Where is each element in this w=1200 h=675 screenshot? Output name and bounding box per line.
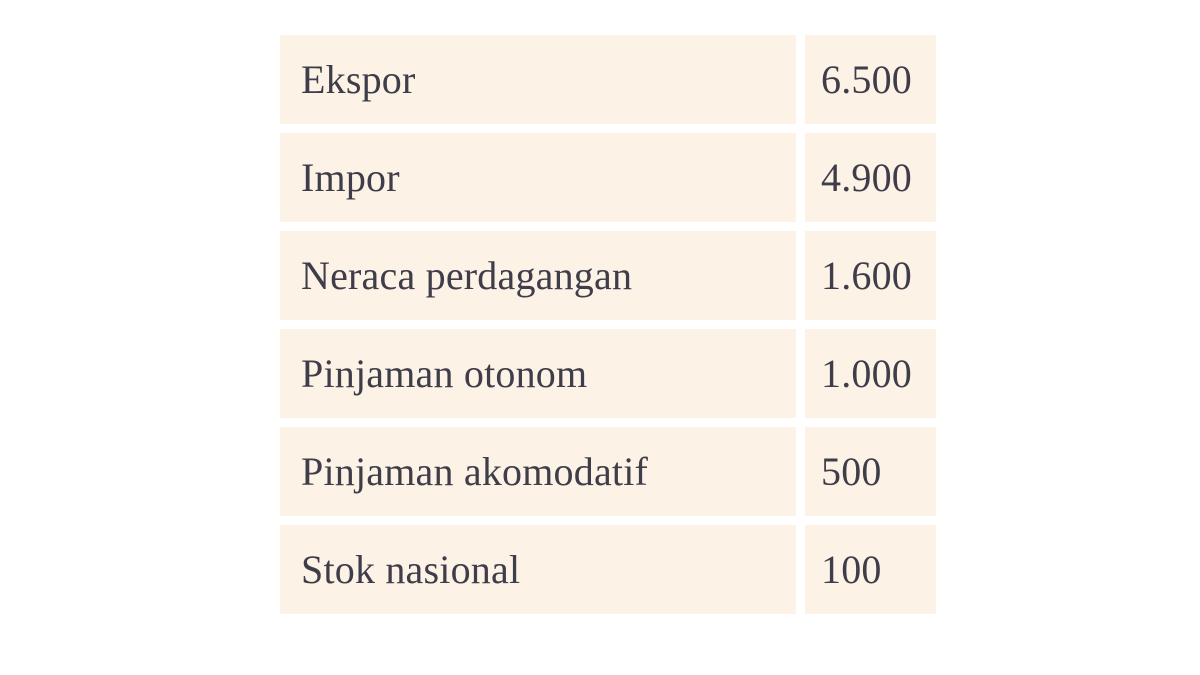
- balance-of-payments-table: Ekspor 6.500 Impor 4.900 Neraca perdagan…: [280, 35, 936, 614]
- row-label: Stok nasional: [301, 546, 521, 592]
- row-value-cell: 500: [805, 427, 936, 516]
- row-label: Impor: [301, 154, 400, 200]
- table-row: Impor 4.900: [280, 133, 936, 222]
- row-label-cell: Impor: [280, 133, 796, 222]
- table-row: Pinjaman akomodatif 500: [280, 427, 936, 516]
- row-value: 4.900: [821, 154, 912, 200]
- row-value: 1.000: [821, 350, 912, 396]
- table-row: Ekspor 6.500: [280, 35, 936, 124]
- row-value-cell: 100: [805, 525, 936, 614]
- row-label: Ekspor: [301, 56, 416, 102]
- row-label-cell: Neraca perdagangan: [280, 231, 796, 320]
- row-value: 500: [821, 448, 882, 494]
- table-row: Neraca perdagangan 1.600: [280, 231, 936, 320]
- row-label-cell: Stok nasional: [280, 525, 796, 614]
- row-label-cell: Pinjaman otonom: [280, 329, 796, 418]
- row-value: 6.500: [821, 56, 912, 102]
- row-label: Neraca perdagangan: [301, 252, 633, 298]
- row-label: Pinjaman otonom: [301, 350, 588, 396]
- row-value: 100: [821, 546, 882, 592]
- table-row: Stok nasional 100: [280, 525, 936, 614]
- row-value: 1.600: [821, 252, 912, 298]
- row-value-cell: 4.900: [805, 133, 936, 222]
- row-label: Pinjaman akomodatif: [301, 448, 649, 494]
- row-label-cell: Pinjaman akomodatif: [280, 427, 796, 516]
- row-value-cell: 6.500: [805, 35, 936, 124]
- row-label-cell: Ekspor: [280, 35, 796, 124]
- row-value-cell: 1.000: [805, 329, 936, 418]
- row-value-cell: 1.600: [805, 231, 936, 320]
- table-row: Pinjaman otonom 1.000: [280, 329, 936, 418]
